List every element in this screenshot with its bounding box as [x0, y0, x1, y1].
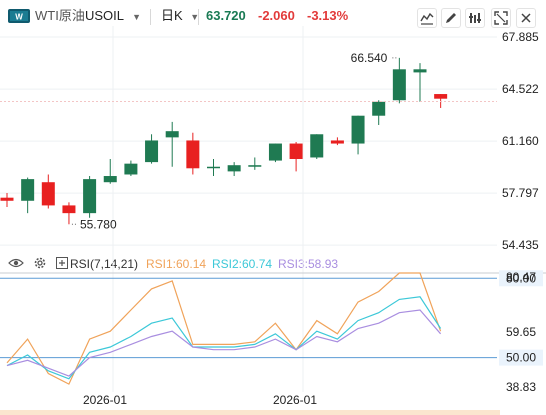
candle-body [227, 165, 241, 172]
time-axis: 2026-01 2026-01 [83, 393, 317, 407]
rsi-line-rsi3 [6, 309, 442, 377]
indicator-button[interactable] [417, 8, 437, 28]
candle-body [268, 143, 282, 161]
rsi-tick-label: 80.47 [506, 270, 536, 284]
candle-body [392, 69, 406, 101]
candle-body [103, 176, 117, 183]
chart-area[interactable]: 66.540 55.780 67.885 64.522 61.160 57.797 54.… [0, 26, 546, 415]
high-label: 66.540 [351, 51, 388, 65]
rsi-reference-label: 50.00 [506, 351, 536, 365]
candlesticks [0, 57, 448, 225]
price-tick-label: 61.160 [502, 134, 539, 148]
candle-body [41, 182, 55, 206]
candle-body [186, 140, 200, 169]
price-tick-label: 64.522 [502, 82, 539, 96]
timeframe-selector[interactable]: 日K ▼ [161, 8, 199, 25]
candle-body [289, 143, 303, 160]
fullscreen-button[interactable] [491, 8, 511, 28]
rsi-panel: 80.00 50.00 [0, 270, 543, 385]
chevron-down-icon: ▼ [132, 12, 142, 22]
expand-icon [494, 11, 508, 25]
logo-icon: W [8, 9, 30, 23]
price-axis: 67.885 64.522 61.160 57.797 54.435 [0, 30, 539, 252]
low-label: 55.780 [80, 217, 117, 231]
candle-body [145, 140, 159, 163]
price-change: -2.060 [258, 8, 295, 23]
pencil-icon [446, 13, 456, 23]
rsi-tick-label: 59.65 [506, 325, 536, 339]
candle-body [165, 131, 179, 138]
candle-body [21, 179, 35, 201]
candle-body [248, 165, 262, 167]
price-annotations: 66.540 55.780 [71, 51, 397, 231]
chevron-down-icon: ▼ [190, 12, 200, 22]
rsi2-value: RSI2:60.74 [212, 257, 273, 271]
rsi-axis: 80.47 59.65 38.83 [506, 270, 536, 394]
candle-body [434, 94, 448, 99]
time-tick-label: 2026-01 [83, 393, 127, 407]
collapse-icon[interactable] [56, 257, 68, 273]
rsi1-value: RSI1:60.14 [146, 257, 207, 271]
gear-icon[interactable] [33, 256, 47, 274]
price-tick-label: 67.885 [502, 30, 539, 44]
candle-body [83, 179, 97, 214]
rsi-line-rsi2 [6, 296, 442, 380]
svg-text:W: W [15, 13, 23, 22]
candle-body [62, 205, 76, 214]
close-button[interactable] [516, 8, 536, 28]
eye-icon[interactable] [8, 257, 24, 273]
candle-body [351, 115, 365, 144]
symbol-selector[interactable]: USOIL ▼ [85, 8, 141, 25]
rsi-tick-label: 38.83 [506, 380, 536, 394]
candle-body [207, 166, 220, 169]
chart-line-icon [420, 12, 434, 25]
symbol-name: WTI原油 [35, 8, 85, 23]
scroll-track[interactable] [0, 410, 500, 415]
rsi-line-rsi1 [6, 272, 442, 385]
candle-body [372, 101, 386, 116]
settings-button[interactable] [465, 8, 485, 28]
draw-button[interactable] [441, 8, 461, 28]
close-icon [521, 13, 531, 23]
divider [198, 9, 199, 25]
candle-body [124, 163, 138, 175]
rsi-reference-label: 80.00 [506, 271, 536, 285]
candle-body [310, 134, 324, 158]
grid [0, 26, 497, 392]
rsi-reference-badge [499, 349, 543, 366]
chart-header: W WTI原油 USOIL ▼ 日K ▼ 63.720 -2.060 -3.13… [0, 0, 546, 34]
sliders-icon [469, 13, 481, 23]
price-tick-label: 57.797 [502, 186, 539, 200]
divider [150, 9, 151, 25]
last-price: 63.720 [206, 8, 246, 23]
candle-body [330, 140, 344, 144]
symbol-code: USOIL [85, 8, 124, 23]
candle-body [413, 69, 427, 73]
price-change-percent: -3.13% [307, 8, 349, 23]
rsi3-value: RSI3:58.93 [278, 257, 339, 271]
price-tick-label: 54.435 [502, 238, 539, 252]
candle-body [0, 197, 14, 201]
rsi-reference-badge [499, 270, 543, 287]
time-tick-label: 2026-01 [273, 393, 317, 407]
timeframe-label: 日K [161, 8, 183, 23]
indicator-name: RSI(7,14,21) [70, 257, 139, 271]
